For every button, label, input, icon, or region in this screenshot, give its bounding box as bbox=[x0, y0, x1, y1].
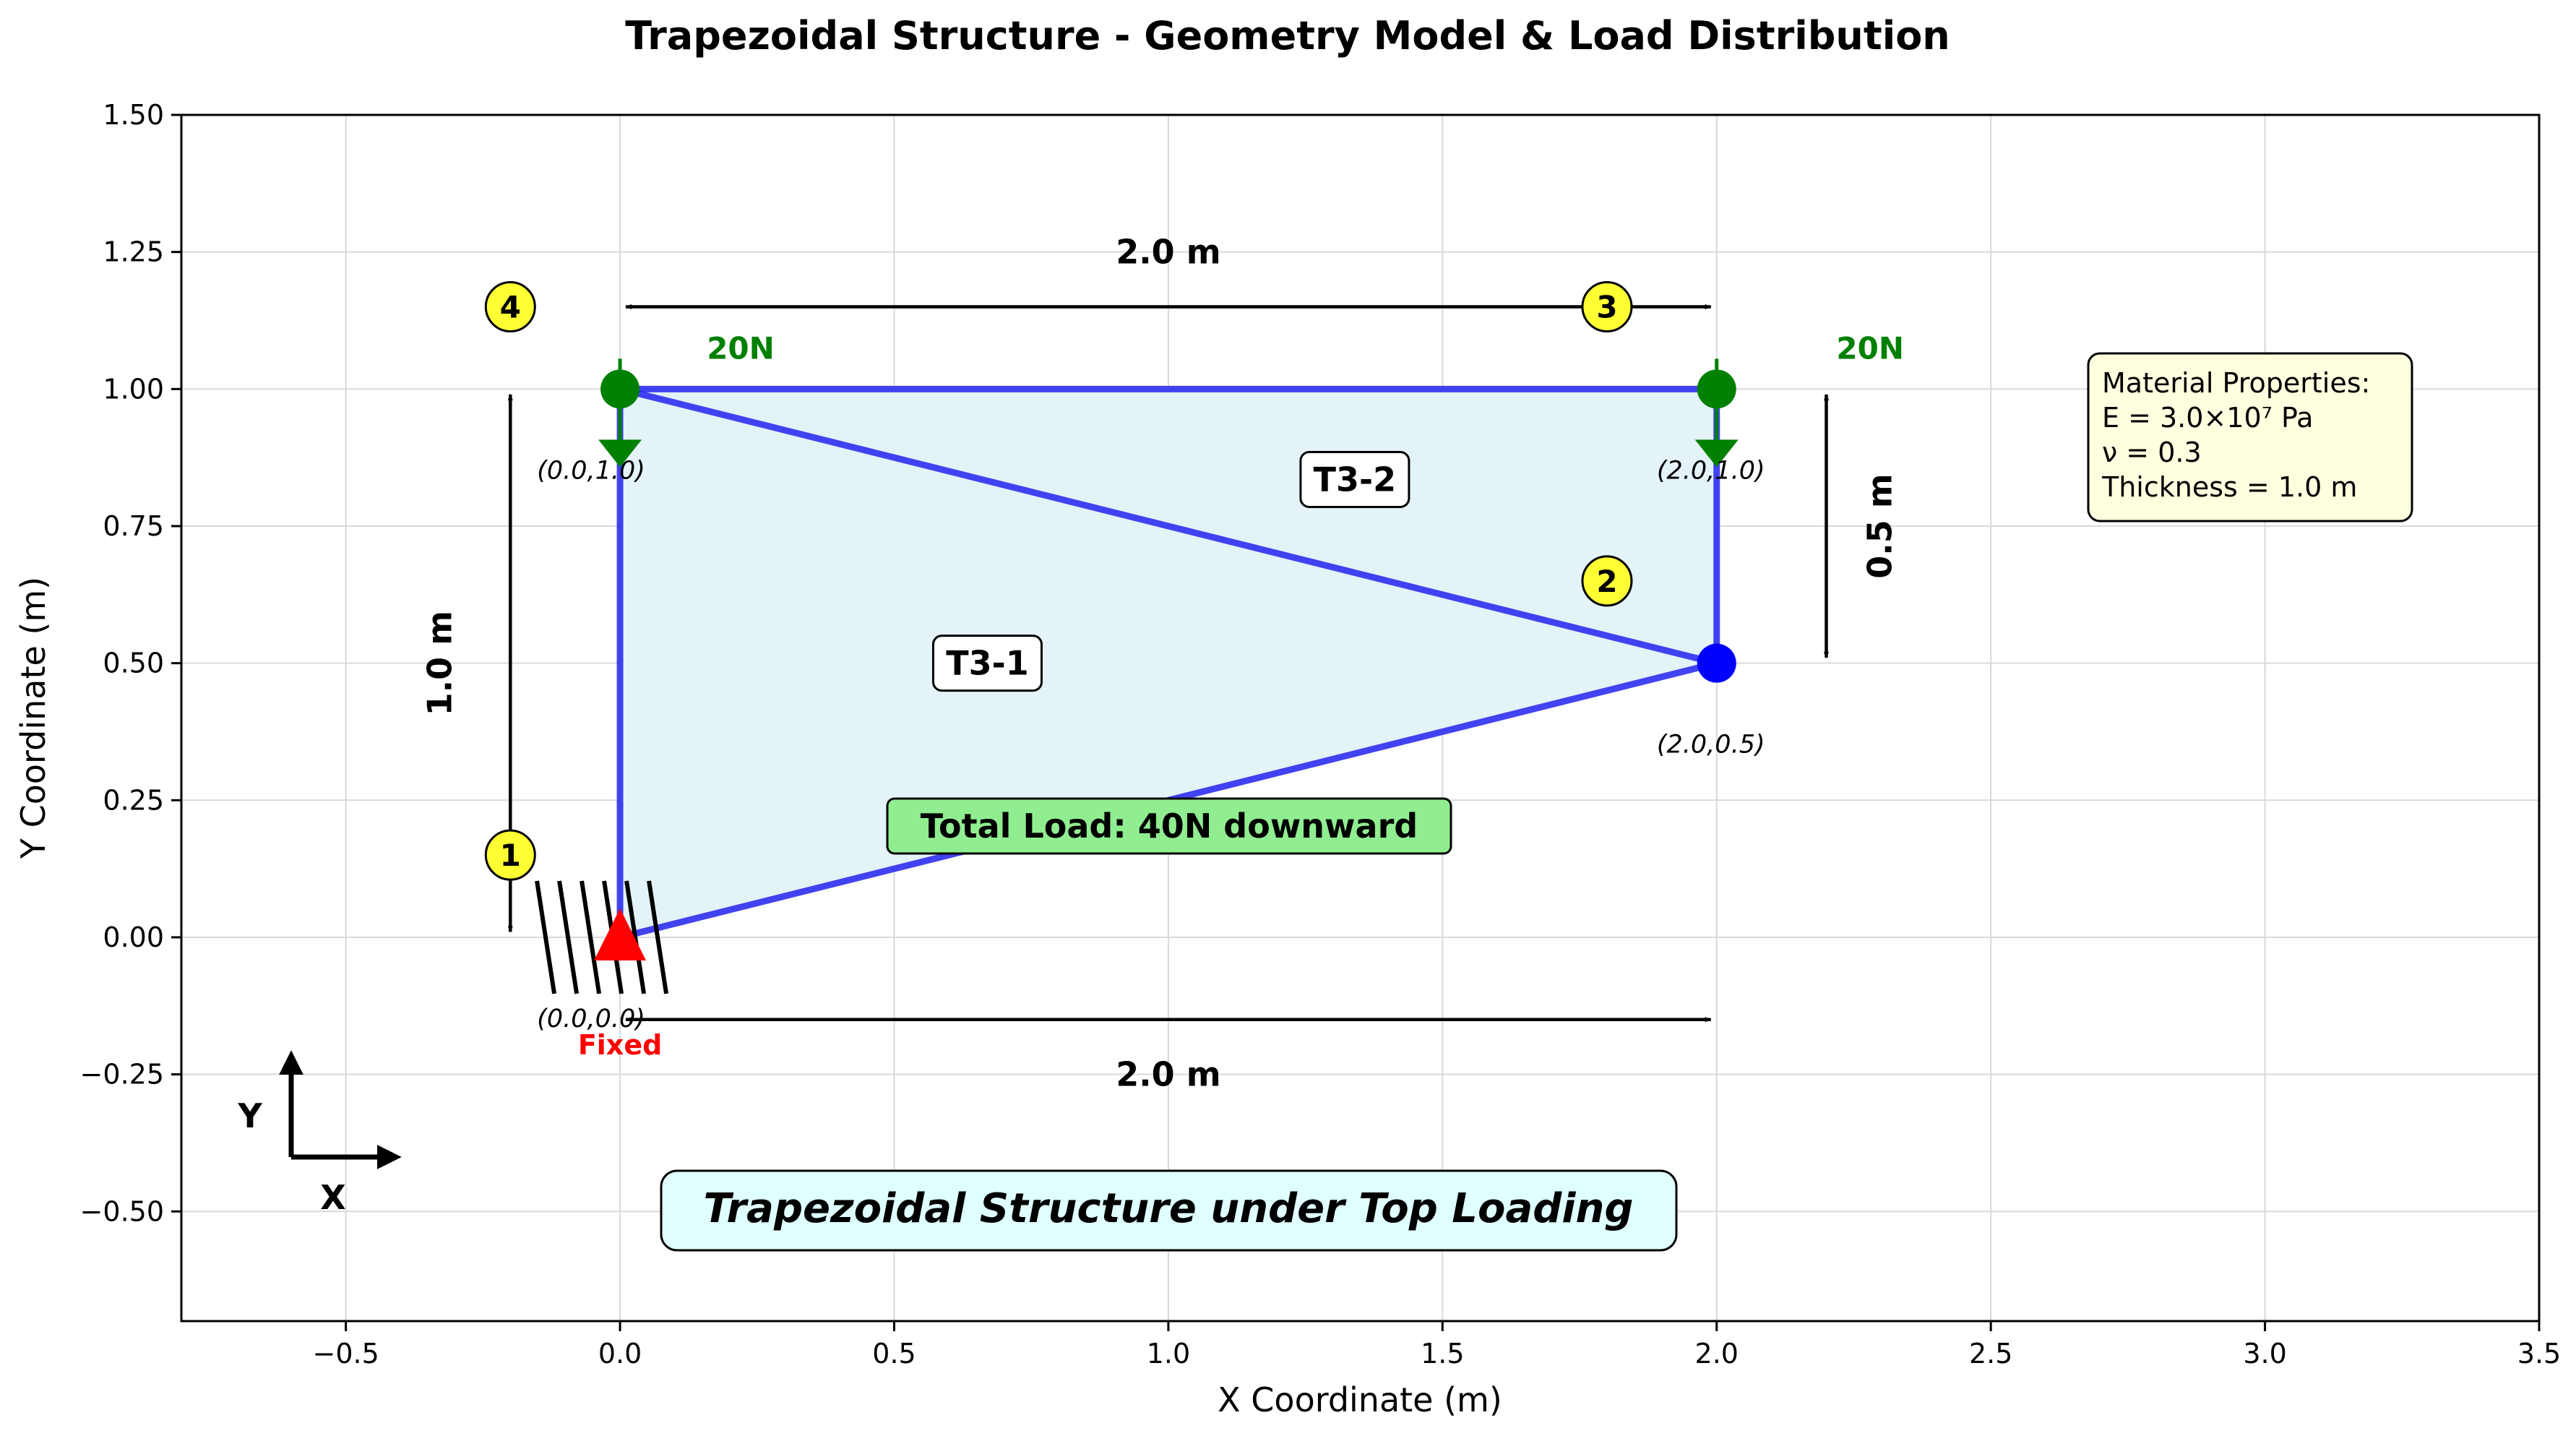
edge-diagonal bbox=[619, 385, 1718, 667]
node-3-coord-label: (2.0,1.0) bbox=[1657, 456, 1765, 485]
y-tick-label: 0.25 bbox=[103, 784, 164, 816]
svg-text:1: 1 bbox=[500, 838, 521, 873]
dimension-top-label: 2.0 m bbox=[1116, 233, 1220, 272]
node-2-coord-label: (2.0,0.5) bbox=[1657, 731, 1765, 760]
fixed-hatch-line bbox=[580, 880, 602, 994]
material-properties-box: Material Properties: E = 3.0×10⁷ Pa ν = … bbox=[2087, 352, 2413, 523]
fixed-support-label: Fixed bbox=[578, 1029, 662, 1061]
dimension-right-label: 0.5 m bbox=[1860, 473, 1899, 578]
y-tick-label: −0.50 bbox=[80, 1195, 164, 1227]
node-2-number-badge: 2 bbox=[1581, 555, 1633, 607]
y-axis-ticks: −0.50 −0.25 0.00 0.25 0.50 0.75 1.00 1.25 1.50 bbox=[80, 99, 181, 1227]
x-axis-ticks: −0.5 0.0 0.5 1.0 1.5 2.0 2.5 3.0 3.5 bbox=[313, 1321, 2561, 1370]
svg-text:2: 2 bbox=[1596, 564, 1617, 599]
dimension-left-label: 1.0 m bbox=[420, 611, 459, 715]
x-tick-label: 0.0 bbox=[598, 1338, 642, 1370]
axis-indicator-x: X bbox=[320, 1178, 345, 1217]
fixed-hatch-line bbox=[557, 880, 580, 994]
x-tick-label: 3.5 bbox=[2517, 1338, 2561, 1370]
x-tick-label: 1.5 bbox=[1421, 1338, 1464, 1370]
material-nu: ν = 0.3 bbox=[2102, 437, 2202, 468]
node-4-coord-label: (0.0,1.0) bbox=[537, 456, 645, 485]
plot-frame bbox=[180, 113, 2541, 1323]
material-header: Material Properties: bbox=[2102, 367, 2370, 399]
y-tick-label: −0.25 bbox=[80, 1059, 164, 1091]
y-tick-label: 0.50 bbox=[103, 648, 164, 679]
node-3-number-badge: 3 bbox=[1581, 281, 1633, 333]
x-tick-label: 0.5 bbox=[872, 1338, 916, 1370]
element-t3-1-label: T3-1 bbox=[931, 635, 1043, 692]
total-load-box: Total Load: 40N downward bbox=[886, 797, 1452, 855]
x-tick-label: 2.5 bbox=[1969, 1338, 2012, 1370]
fixed-hatch-line bbox=[647, 880, 669, 994]
fixed-hatch-line bbox=[535, 880, 557, 994]
svg-text:T3-2: T3-2 bbox=[1314, 460, 1396, 499]
fixed-hatch-line bbox=[624, 880, 647, 994]
svg-text:T3-1: T3-1 bbox=[946, 644, 1028, 683]
node-4-marker bbox=[600, 369, 640, 409]
fixed-support-icon bbox=[594, 908, 647, 960]
y-tick-label: 0.00 bbox=[103, 921, 164, 953]
x-tick-label: −0.5 bbox=[313, 1338, 379, 1370]
y-tick-label: 1.00 bbox=[103, 373, 164, 405]
x-tick-label: 1.0 bbox=[1147, 1338, 1190, 1370]
y-tick-label: 1.25 bbox=[103, 236, 164, 268]
svg-text:3: 3 bbox=[1596, 290, 1617, 325]
load-label-node-3: 20N bbox=[1836, 330, 1904, 366]
y-tick-label: 0.75 bbox=[103, 510, 164, 542]
chart-title: Trapezoidal Structure - Geometry Model &… bbox=[625, 13, 1950, 59]
node-4-number-badge: 4 bbox=[484, 281, 536, 333]
y-tick-label: 1.50 bbox=[103, 99, 164, 131]
svg-text:4: 4 bbox=[500, 290, 521, 325]
load-label-node-4: 20N bbox=[707, 330, 775, 366]
x-axis-label: X Coordinate (m) bbox=[1218, 1380, 1502, 1419]
material-e: E = 3.0×10⁷ Pa bbox=[2102, 402, 2313, 434]
caption-box: Trapezoidal Structure under Top Loading bbox=[660, 1169, 1678, 1252]
x-tick-label: 3.0 bbox=[2243, 1338, 2286, 1370]
node-3-marker bbox=[1697, 369, 1736, 409]
x-tick-label: 2.0 bbox=[1695, 1338, 1739, 1370]
axis-indicator: Y X bbox=[237, 1050, 402, 1217]
material-thickness: Thickness = 1.0 m bbox=[2101, 471, 2357, 503]
caption-text: Trapezoidal Structure under Top Loading bbox=[704, 1185, 1634, 1232]
dimension-bottom-label: 2.0 m bbox=[1116, 1055, 1220, 1094]
y-axis-label: Y Coordinate (m) bbox=[14, 577, 53, 859]
total-load-text: Total Load: 40N downward bbox=[921, 807, 1418, 846]
node-2-marker bbox=[1697, 643, 1736, 683]
element-t3-2-label: T3-2 bbox=[1299, 450, 1410, 508]
node-1-number-badge: 1 bbox=[484, 829, 536, 881]
node-1-coord-label: (0.0,0.0) bbox=[537, 1005, 645, 1033]
axis-indicator-y: Y bbox=[237, 1096, 262, 1135]
